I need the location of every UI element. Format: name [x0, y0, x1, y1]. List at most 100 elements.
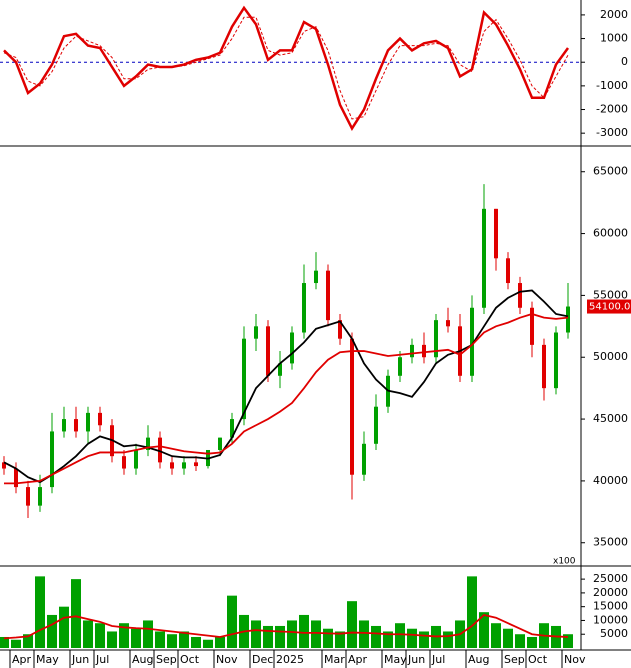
last-price-box [587, 299, 631, 314]
y-tick-label: 55000 [593, 288, 628, 301]
volume-bar [335, 631, 345, 648]
candle-body [2, 462, 6, 469]
line-series [3, 16, 569, 120]
volume-bar [263, 625, 273, 648]
candle-body [554, 332, 558, 389]
x-tick-label: Jul [431, 653, 445, 666]
volume-bar [203, 639, 213, 648]
volume-bar [107, 631, 117, 648]
y-tick-label: -2000 [596, 103, 628, 116]
y-tick-label: 60000 [593, 227, 628, 240]
candle-body [374, 406, 378, 444]
x-tick-label: Oct [528, 653, 548, 666]
candle-body [506, 258, 510, 284]
candle-body [134, 449, 138, 469]
candle-body [302, 283, 306, 333]
candle-body [74, 419, 78, 432]
volume-bar [419, 631, 429, 648]
y-tick-label: 20000 [593, 586, 628, 599]
y-tick-label: 50000 [593, 350, 628, 363]
candle-body [410, 344, 414, 358]
x-tick-label: Jul [95, 653, 109, 666]
candle-body [350, 338, 354, 475]
volume-bar [347, 601, 357, 648]
candle-body [362, 443, 366, 475]
y-tick-label: -3000 [596, 126, 628, 139]
line-series [3, 613, 569, 640]
y-tick-label: 0 [621, 55, 628, 68]
y-tick-label: 35000 [593, 536, 628, 549]
volume-bar [83, 620, 93, 648]
candle-body [86, 412, 90, 432]
x-tick-label: Jun [71, 653, 89, 666]
candle-body [158, 437, 162, 463]
candle-body [26, 487, 30, 506]
candle-body [338, 320, 342, 339]
volume-bar [95, 623, 105, 648]
volume-bar [191, 636, 201, 648]
volume-bar [143, 620, 153, 648]
y-tick-label: 5000 [600, 627, 628, 640]
x-tick-label: Dec [252, 653, 273, 666]
volume-bar [407, 628, 417, 648]
candle-body [278, 363, 282, 376]
volume-bar [443, 631, 453, 648]
volume-bar [491, 623, 501, 648]
candle-body [254, 326, 258, 339]
volume-bar [479, 612, 489, 648]
y-tick-label: 10000 [593, 613, 628, 626]
candle-body [182, 462, 186, 469]
volume-bar [563, 634, 573, 648]
volume-bar [251, 620, 261, 648]
volume-bar [383, 631, 393, 648]
volume-bar [287, 620, 297, 648]
candle-body [422, 344, 426, 358]
candle-body [566, 306, 570, 333]
y-tick-label: 15000 [593, 600, 628, 613]
candle-body [326, 270, 330, 321]
candle-body [14, 468, 18, 488]
volume-bar [23, 634, 33, 648]
volume-bar [59, 606, 69, 648]
line-series [3, 5, 570, 131]
x-tick-label: Nov [564, 653, 586, 666]
y-tick-label: 65000 [593, 165, 628, 178]
volume-bar [323, 628, 333, 648]
candle-body [122, 456, 126, 469]
volume-bar [119, 623, 129, 648]
candle-body [290, 332, 294, 364]
volume-bar [275, 625, 285, 648]
candle-body [218, 437, 222, 450]
x-tick-label: Apr [12, 653, 32, 666]
volume-bar [35, 576, 45, 648]
x-tick-label: Aug [132, 653, 153, 666]
volume-bar [215, 636, 225, 648]
volume-bar [71, 579, 81, 648]
candle-body [434, 320, 438, 358]
volume-bar [503, 628, 513, 648]
candle-body [230, 419, 234, 438]
volume-bar [359, 620, 369, 648]
volume-bar [527, 636, 537, 648]
volume-bar [11, 639, 21, 648]
volume-bar [155, 631, 165, 648]
x-tick-label: May [36, 653, 59, 666]
y-tick-label: 45000 [593, 412, 628, 425]
candle-body [482, 208, 486, 308]
line-series [4, 313, 569, 485]
x-tick-label: May [384, 653, 407, 666]
volume-bar [515, 634, 525, 648]
y-tick-label: 40000 [593, 474, 628, 487]
candle-body [38, 487, 42, 506]
x-tick-label: Sep [504, 653, 525, 666]
volume-bar [467, 576, 477, 648]
x-tick-label: 2025 [276, 653, 304, 666]
unit-label: x100 [553, 557, 576, 567]
x-tick-label: Oct [180, 653, 200, 666]
volume-bar [299, 614, 309, 648]
candle-body [194, 462, 198, 467]
y-tick-label: 2000 [600, 8, 628, 21]
volume-bar [0, 636, 9, 648]
y-tick-label: 25000 [593, 572, 628, 585]
candle-body [98, 412, 102, 426]
